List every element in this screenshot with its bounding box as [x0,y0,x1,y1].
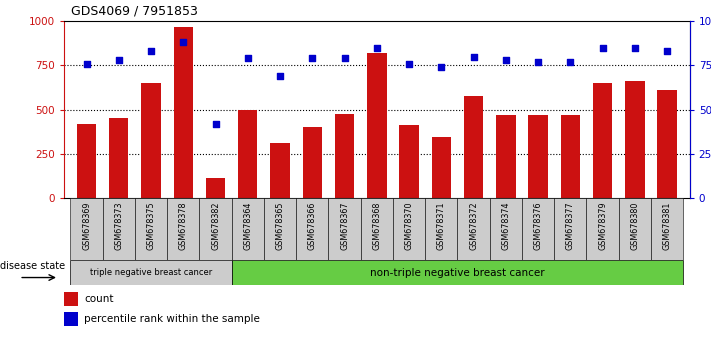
Point [403,61,415,67]
Bar [651,198,683,260]
Bar [425,198,457,260]
Bar [77,124,96,198]
Bar [393,198,425,260]
Text: triple negative breast cancer: triple negative breast cancer [90,268,212,277]
Bar [328,198,360,260]
Bar [554,198,587,260]
Bar [64,292,77,306]
Text: count: count [84,295,114,304]
Text: GSM678378: GSM678378 [179,201,188,250]
Point [597,45,609,51]
Bar [496,115,515,198]
Point [81,61,92,67]
Bar [367,53,387,198]
Bar [490,198,522,260]
Text: GSM678372: GSM678372 [469,201,478,250]
Bar [135,198,167,260]
Text: disease state: disease state [0,261,65,272]
Point [339,56,351,61]
Text: percentile rank within the sample: percentile rank within the sample [84,314,260,324]
Text: GSM678375: GSM678375 [146,201,156,250]
Point [210,121,221,127]
Bar [232,260,683,285]
Point [565,59,576,65]
Text: GSM678382: GSM678382 [211,201,220,250]
Bar [167,198,200,260]
Bar [232,198,264,260]
Bar [658,90,677,198]
Bar [264,198,296,260]
Text: GSM678381: GSM678381 [663,201,672,250]
Point [178,40,189,45]
Bar [296,198,328,260]
Bar [561,115,580,198]
Text: GSM678371: GSM678371 [437,201,446,250]
Bar [200,198,232,260]
Point [661,48,673,54]
Bar [400,125,419,198]
Text: GSM678369: GSM678369 [82,201,91,250]
Text: GSM678368: GSM678368 [373,201,381,250]
Text: GSM678380: GSM678380 [631,201,639,250]
Point [113,57,124,63]
Bar [619,198,651,260]
Point [436,64,447,70]
Bar [70,260,232,285]
Text: GSM678370: GSM678370 [405,201,414,250]
Bar [335,114,354,198]
Bar [593,83,612,198]
Text: GSM678377: GSM678377 [566,201,574,250]
Bar [102,198,135,260]
Text: non-triple negative breast cancer: non-triple negative breast cancer [370,268,545,278]
Bar [464,97,483,198]
Text: GDS4069 / 7951853: GDS4069 / 7951853 [71,5,198,18]
Bar [360,198,393,260]
Text: GSM678364: GSM678364 [243,201,252,250]
Text: GSM678379: GSM678379 [598,201,607,250]
Point [500,57,511,63]
Bar [303,127,322,198]
Bar [206,178,225,198]
Point [274,73,286,79]
Bar [64,312,77,326]
Bar [270,143,290,198]
Text: GSM678373: GSM678373 [114,201,123,250]
Bar [587,198,619,260]
Point [145,48,156,54]
Bar [173,27,193,198]
Text: GSM678367: GSM678367 [340,201,349,250]
Bar [432,137,451,198]
Text: GSM678366: GSM678366 [308,201,317,250]
Bar [109,118,129,198]
Point [242,56,254,61]
Point [533,59,544,65]
Bar [457,198,490,260]
Point [629,45,641,51]
Text: GSM678376: GSM678376 [533,201,542,250]
Bar [141,83,161,198]
Point [371,45,383,51]
Text: GSM678374: GSM678374 [501,201,510,250]
Bar [625,81,644,198]
Text: GSM678365: GSM678365 [276,201,284,250]
Point [468,54,479,59]
Bar [522,198,554,260]
Bar [528,115,547,198]
Bar [70,198,102,260]
Bar [238,110,257,198]
Point [306,56,318,61]
